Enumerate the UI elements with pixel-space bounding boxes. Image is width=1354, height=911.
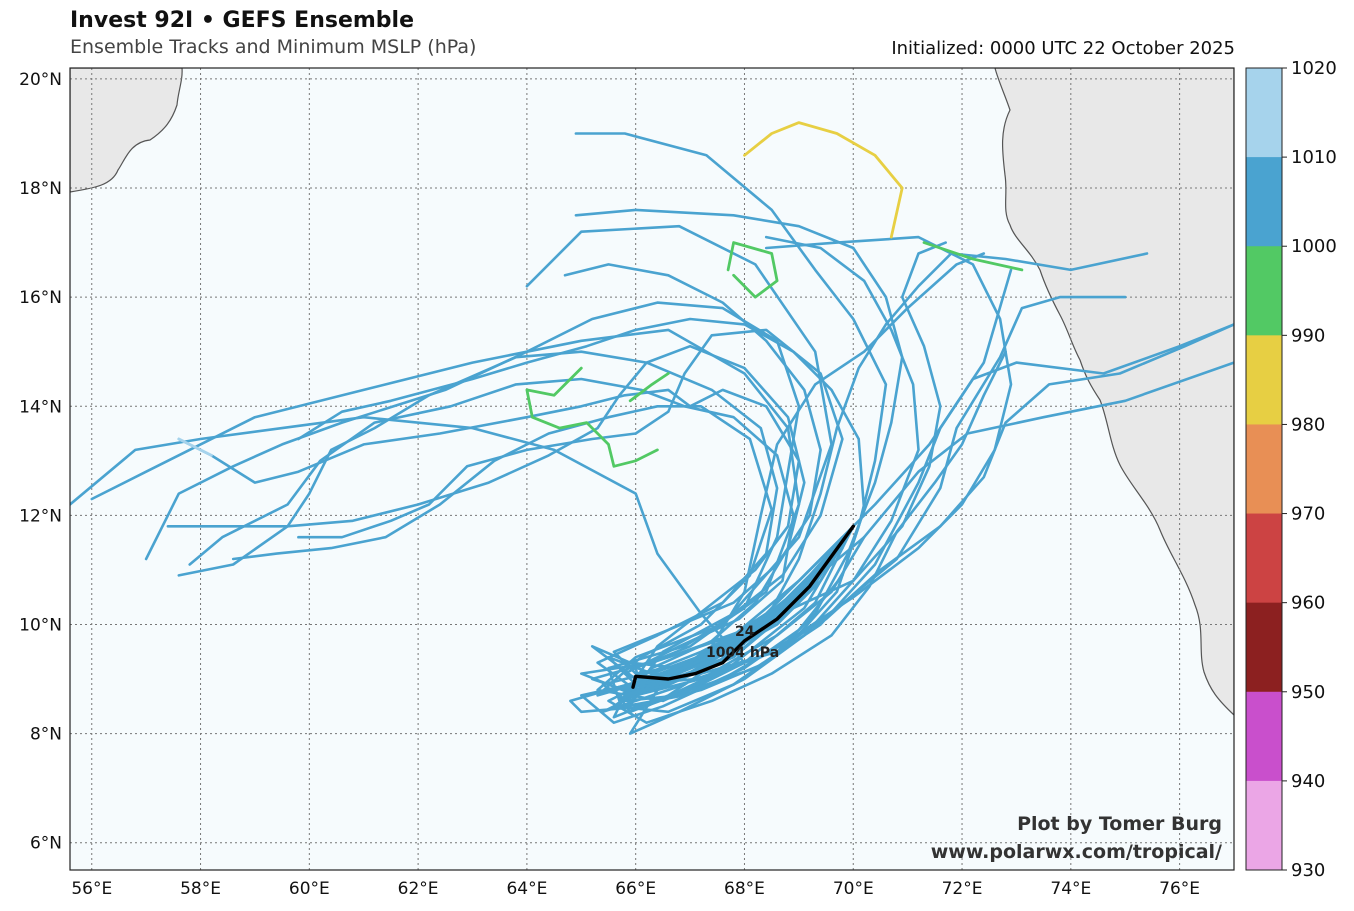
- x-tick-label: 60°E: [289, 879, 330, 899]
- y-tick-label: 10°N: [19, 615, 62, 635]
- initialized-time: Initialized: 0000 UTC 22 October 2025: [891, 38, 1235, 59]
- mean-track-line: [631, 524, 855, 689]
- colorbar-tick-label: 1020: [1291, 58, 1337, 79]
- colorbar-tick-label: 950: [1291, 682, 1325, 703]
- x-tick-label: 62°E: [398, 879, 439, 899]
- colorbar-bin: [1246, 335, 1282, 425]
- mean-track-hour-label: 24: [735, 624, 755, 640]
- track-segment-990-1000: [726, 241, 779, 299]
- x-tick-label: 68°E: [724, 879, 765, 899]
- ensemble-member-track: [166, 344, 855, 697]
- x-tick-label: 74°E: [1050, 879, 1091, 899]
- track-segment-980-990: [743, 121, 904, 239]
- colorbar-tick-label: 960: [1291, 593, 1325, 614]
- x-tick-label: 64°E: [506, 879, 547, 899]
- pressure-colored-segments: [177, 121, 1024, 468]
- y-tick-label: 20°N: [19, 70, 62, 90]
- colorbar-tick-label: 990: [1291, 325, 1325, 346]
- ensemble-member-track: [177, 388, 855, 681]
- colorbar-frame: [1245, 67, 1283, 871]
- x-tick-label: 56°E: [71, 879, 112, 899]
- colorbar-tick-label: 940: [1291, 771, 1325, 792]
- colorbar-bin: [1246, 68, 1282, 158]
- track-segment-1010-1020: [177, 437, 213, 457]
- colorbar-bin: [1246, 246, 1282, 336]
- track-segment-990-1000: [922, 241, 1024, 272]
- x-axis-ticks: 56°E 58°E 60°E 62°E 64°E 66°E 68°E 70°E 72°E 74°E…: [71, 879, 1200, 899]
- plot-frame: [69, 67, 1235, 871]
- pressure-colorbar: 1020 1010 1000 990 980 970 960 950 940 930: [1245, 58, 1337, 881]
- y-axis-ticks: 20°N 18°N 16°N 14°N 12°N 10°N 8°N 6°N: [19, 70, 62, 854]
- map-subtitle: Ensemble Tracks and Minimum MSLP (hPa): [70, 36, 477, 58]
- y-tick-label: 8°N: [30, 725, 62, 745]
- ensemble-mean-track: [631, 524, 855, 689]
- ensemble-tracks: [70, 132, 1234, 735]
- x-tick-label: 76°E: [1159, 879, 1200, 899]
- y-tick-label: 6°N: [30, 834, 62, 854]
- track-segment-990-1000: [628, 372, 670, 403]
- y-tick-label: 14°N: [19, 397, 62, 417]
- colorbar-bin: [1246, 691, 1282, 782]
- x-tick-label: 58°E: [180, 879, 221, 899]
- colorbar-bin: [1246, 424, 1282, 515]
- colorbar-tick-label: 930: [1291, 860, 1325, 881]
- colorbar-bin: [1246, 513, 1282, 604]
- y-tick-label: 16°N: [19, 288, 62, 308]
- mean-track-pressure-label: 1004 hPa: [706, 645, 779, 661]
- y-tick-label: 12°N: [19, 506, 62, 526]
- map-title: Invest 92I • GEFS Ensemble: [70, 8, 415, 33]
- y-tick-label: 18°N: [19, 179, 62, 199]
- x-tick-label: 72°E: [942, 879, 983, 899]
- colorbar-tick-label: 1010: [1291, 147, 1337, 168]
- colorbar-tick-label: 1000: [1291, 236, 1337, 257]
- colorbar-bin: [1246, 602, 1282, 693]
- colorbar-bin: [1246, 157, 1282, 247]
- land-oman: [70, 68, 183, 193]
- colorbar-bin: [1246, 780, 1282, 871]
- graticule: [70, 68, 1234, 870]
- ensemble-member-track: [563, 263, 828, 675]
- x-tick-label: 66°E: [615, 879, 656, 899]
- colorbar-tick-label: 980: [1291, 414, 1325, 435]
- x-tick-label: 70°E: [833, 879, 874, 899]
- ensemble-member-track: [607, 350, 1007, 725]
- colorbar-tick-label: 970: [1291, 504, 1325, 525]
- credit-author: Plot by Tomer Burg: [1017, 813, 1222, 835]
- track-segment-990-1000: [525, 366, 659, 468]
- credit-url: www.polarwx.com/tropical/: [931, 841, 1222, 863]
- ensemble-member-track: [525, 224, 855, 703]
